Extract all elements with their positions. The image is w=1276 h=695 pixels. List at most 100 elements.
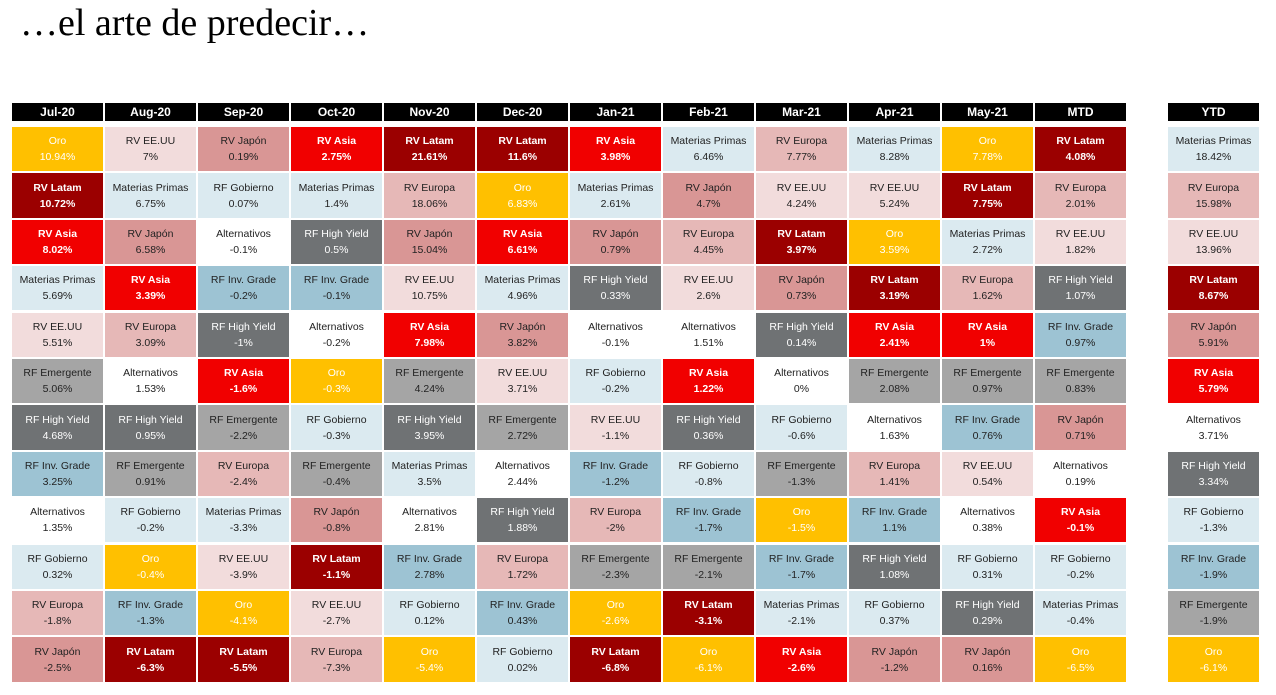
- cell-asset-label: RV Asia: [1060, 506, 1101, 519]
- column-header-aug-20: Aug-20: [105, 103, 196, 121]
- column-header-feb-21: Feb-21: [663, 103, 754, 121]
- heatmap-cell: Alternativos 2.44%: [477, 451, 568, 497]
- cell-asset-label: RV Europa: [124, 320, 177, 333]
- cell-return-value: 5.69%: [42, 290, 73, 303]
- cell-return-value: 2.44%: [507, 475, 538, 488]
- cell-asset-label: RV Latam: [312, 552, 361, 565]
- cell-return-value: -1.3%: [787, 475, 816, 488]
- cell-return-value: 13.96%: [1195, 243, 1232, 256]
- cell-return-value: 3.82%: [507, 336, 538, 349]
- cell-asset-label: Materias Primas: [112, 181, 189, 194]
- heatmap-cell: Alternativos -0.1%: [570, 312, 661, 357]
- cell-return-value: 0.32%: [42, 568, 73, 581]
- heatmap-cell: RF Inv. Grade 2.78%: [384, 544, 475, 589]
- heatmap-cell: Materias Primas 2.61%: [570, 173, 661, 218]
- cell-asset-label: RF Inv. Grade: [489, 599, 556, 612]
- heatmap-cell: RV EE.UU 2.6%: [663, 266, 754, 311]
- cell-return-value: -1.9%: [1199, 568, 1228, 581]
- cell-asset-label: Oro: [48, 135, 67, 148]
- cell-asset-label: Oro: [234, 599, 253, 612]
- cell-asset-label: Alternativos: [402, 506, 457, 519]
- cell-asset-label: RF Gobierno: [27, 552, 88, 565]
- heatmap-cell: RV Latam 4.08%: [1035, 127, 1126, 172]
- cell-asset-label: RV Europa: [775, 135, 828, 148]
- cell-asset-label: RV Japón: [127, 227, 174, 240]
- cell-asset-label: RF Inv. Grade: [954, 413, 1021, 426]
- heatmap-cell: Materias Primas 6.46%: [663, 127, 754, 172]
- cell-asset-label: RF Gobierno: [771, 413, 832, 426]
- cell-asset-label: RV Europa: [1187, 181, 1240, 194]
- cell-return-value: 0.19%: [228, 151, 259, 164]
- heatmap-cell: RF Emergente -2.2%: [198, 405, 289, 450]
- cell-asset-label: RV Latam: [1056, 135, 1105, 148]
- cell-asset-label: RF Gobierno: [585, 367, 646, 380]
- cell-asset-label: Materias Primas: [1175, 135, 1252, 148]
- cell-return-value: -0.2%: [136, 522, 165, 535]
- heatmap-cell: RV Japón 15.04%: [384, 219, 475, 265]
- cell-asset-label: Alternativos: [774, 367, 829, 380]
- cell-asset-label: RV Latam: [1189, 274, 1238, 287]
- cell-asset-label: RV Asia: [316, 135, 357, 148]
- cell-return-value: 3.25%: [42, 475, 73, 488]
- heatmap-cell: RF High Yield -1%: [198, 312, 289, 357]
- cell-asset-label: Materias Primas: [763, 599, 840, 612]
- heatmap-cell: RF Gobierno 0.31%: [942, 544, 1033, 589]
- heatmap-cell: RV Asia 2.41%: [849, 312, 940, 357]
- heatmap-cell: RV Japón 3.82%: [477, 312, 568, 357]
- heatmap-cell: RV Europa 4.45%: [663, 219, 754, 265]
- heatmap-cell: Oro -2.6%: [570, 591, 661, 636]
- heatmap-cell: RV Japón 6.58%: [105, 219, 196, 265]
- heatmap-cell: RV Asia -2.6%: [756, 637, 847, 682]
- heatmap-cell: RV Asia -1.6%: [198, 359, 289, 404]
- column-header-apr-21: Apr-21: [849, 103, 940, 121]
- heatmap-cell: RV Japón 4.7%: [663, 173, 754, 218]
- heatmap-cell: Alternativos -0.1%: [198, 219, 289, 265]
- cell-return-value: 4.96%: [507, 290, 538, 303]
- heatmap-cell: Materias Primas -0.4%: [1035, 591, 1126, 636]
- cell-return-value: 1.1%: [882, 522, 907, 535]
- heatmap-cell: RV EE.UU 4.24%: [756, 173, 847, 218]
- cell-asset-label: RV Latam: [126, 645, 175, 658]
- heatmap-cell: RF Emergente -1.3%: [756, 451, 847, 497]
- heatmap-cell: RV Latam -5.5%: [198, 637, 289, 682]
- cell-asset-label: Oro: [1204, 645, 1223, 658]
- cell-return-value: -6.5%: [1066, 661, 1095, 674]
- cell-return-value: 0.16%: [972, 661, 1003, 674]
- heatmap-cell: Oro -6.1%: [663, 637, 754, 682]
- cell-asset-label: RF Inv. Grade: [210, 274, 277, 287]
- heatmap-cell: RF Emergente 2.08%: [849, 359, 940, 404]
- heatmap-cell: RF Inv. Grade -1.3%: [105, 591, 196, 636]
- cell-asset-label: RV Asia: [967, 320, 1008, 333]
- cell-return-value: -1%: [234, 336, 253, 349]
- cell-return-value: 6.46%: [693, 151, 724, 164]
- cell-asset-label: Alternativos: [1186, 413, 1241, 426]
- cell-return-value: 4.7%: [696, 197, 721, 210]
- heatmap-cell: RV Japón 0.71%: [1035, 405, 1126, 450]
- heatmap-cell: RF High Yield 3.95%: [384, 405, 475, 450]
- cell-return-value: 0.07%: [228, 197, 259, 210]
- cell-asset-label: RF Emergente: [395, 367, 464, 380]
- heatmap-cell: RF Inv. Grade -0.1%: [291, 266, 382, 311]
- cell-return-value: -6.8%: [601, 661, 630, 674]
- cell-asset-label: RV Latam: [33, 181, 82, 194]
- heatmap-cell: RF Gobierno 0.02%: [477, 637, 568, 682]
- cell-asset-label: RV Asia: [874, 320, 915, 333]
- cell-asset-label: RV Latam: [591, 645, 640, 658]
- heatmap-cell: Oro -6.5%: [1035, 637, 1126, 682]
- heatmap-cell: Materias Primas -3.3%: [198, 498, 289, 543]
- heatmap-cell: RV Latam 11.6%: [477, 127, 568, 172]
- heatmap-cell: Oro 7.78%: [942, 127, 1033, 172]
- cell-asset-label: RF Emergente: [302, 459, 371, 472]
- cell-return-value: 0.36%: [693, 429, 724, 442]
- cell-return-value: -0.2%: [229, 290, 258, 303]
- cell-return-value: 15.98%: [1195, 197, 1232, 210]
- cell-asset-label: Alternativos: [588, 320, 643, 333]
- cell-asset-label: Materias Primas: [19, 274, 96, 287]
- cell-asset-label: RV Latam: [963, 181, 1012, 194]
- cell-asset-label: RF Gobierno: [306, 413, 367, 426]
- cell-asset-label: RF Gobierno: [213, 181, 274, 194]
- cell-return-value: 0.97%: [972, 383, 1003, 396]
- heatmap-cell: RF Gobierno -1.3%: [1168, 498, 1259, 543]
- cell-return-value: 0.37%: [879, 615, 910, 628]
- cell-return-value: -0.1%: [601, 336, 630, 349]
